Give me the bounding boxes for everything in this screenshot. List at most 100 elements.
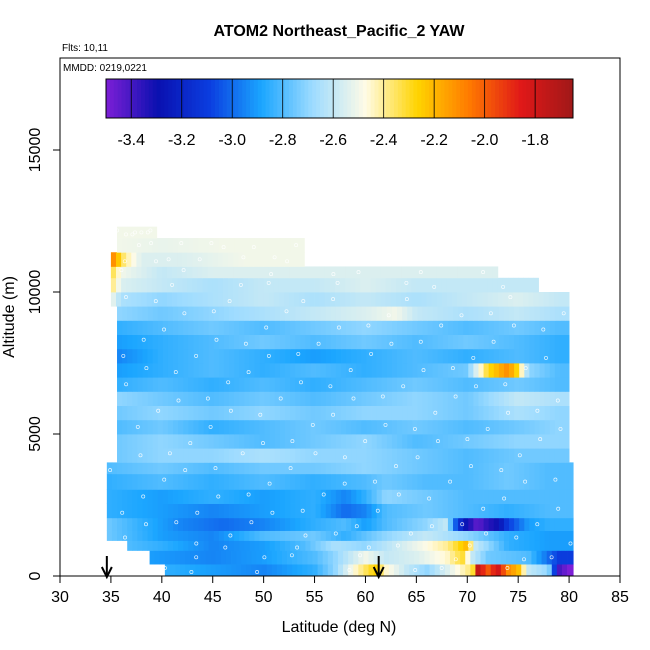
sample-marker <box>555 398 560 403</box>
heatmap-cell <box>182 266 188 279</box>
heatmap-cell <box>427 419 434 435</box>
heatmap-cell <box>503 473 510 490</box>
heatmap-cell <box>518 292 524 307</box>
sample-marker <box>124 232 128 237</box>
heatmap-cell <box>212 266 219 279</box>
heatmap-cell <box>190 564 196 577</box>
heatmap-cell <box>254 448 260 463</box>
heatmap-cell <box>524 517 530 531</box>
heatmap-cell <box>468 448 474 463</box>
colorbar-segment <box>144 79 150 118</box>
heatmap-cell <box>356 320 362 335</box>
heatmap-cell <box>544 419 551 435</box>
heatmap-cell <box>202 277 209 293</box>
sample-marker <box>295 545 300 550</box>
heatmap-cell <box>432 377 439 392</box>
colorbar-segment <box>312 79 317 118</box>
sample-marker <box>439 566 444 570</box>
heatmap-cell <box>437 306 444 321</box>
colorbar-segment <box>534 79 539 118</box>
heatmap-cell <box>285 391 291 406</box>
sample-marker <box>412 426 417 431</box>
sample-marker <box>465 437 470 442</box>
heatmap-cell <box>401 266 407 279</box>
heatmap-cell <box>544 320 551 335</box>
colorbar-segment <box>199 79 204 118</box>
x-tick-label: 30 <box>51 589 69 606</box>
heatmap-cell <box>376 473 383 490</box>
heatmap-cell <box>285 348 291 364</box>
heatmap-cell <box>539 320 546 335</box>
heatmap-cell <box>514 348 520 364</box>
heatmap-cell <box>498 503 505 519</box>
heatmap-cell <box>218 462 225 475</box>
heatmap-cell <box>117 320 123 335</box>
heatmap-cell <box>166 252 173 267</box>
heatmap-cell <box>483 334 490 350</box>
heatmap-cell <box>335 306 342 321</box>
heatmap-cell <box>203 320 210 335</box>
heatmap-cell <box>559 377 566 392</box>
heatmap-cell <box>473 419 479 435</box>
heatmap-cell <box>162 517 169 531</box>
heatmap-cell <box>263 292 270 307</box>
heatmap-cell <box>239 530 245 541</box>
heatmap-cell <box>147 473 154 490</box>
heatmap-cell <box>397 306 403 321</box>
heatmap-cell <box>310 377 316 392</box>
y-tick-label: 15000 <box>27 128 44 173</box>
heatmap-cell <box>519 377 525 392</box>
colorbar-segment <box>176 79 181 118</box>
heatmap-cell <box>351 517 357 531</box>
heatmap-cell <box>376 434 383 449</box>
heatmap-cell <box>341 489 347 504</box>
heatmap-cell <box>264 377 271 392</box>
sample-marker <box>418 339 423 344</box>
heatmap-cell <box>485 564 492 577</box>
sample-marker <box>149 241 154 246</box>
heatmap-cell <box>531 550 537 565</box>
heatmap-cell <box>315 517 322 531</box>
heatmap-cell <box>279 419 286 435</box>
heatmap-cell <box>183 530 189 541</box>
altitude-band <box>110 277 539 293</box>
heatmap-cell <box>254 238 260 253</box>
heatmap-cell <box>376 540 383 551</box>
heatmap-cell <box>259 320 266 335</box>
heatmap-cell <box>503 503 510 519</box>
heatmap-cell <box>173 391 179 406</box>
heatmap-cell <box>156 266 163 279</box>
heatmap-cell <box>132 363 138 378</box>
heatmap-cell <box>447 434 454 449</box>
heatmap-cell <box>203 405 210 421</box>
heatmap-cell <box>483 405 490 421</box>
heatmap-cell <box>417 448 423 463</box>
heatmap-cell <box>483 473 490 490</box>
heatmap-cell <box>412 334 418 350</box>
heatmap-cell <box>132 503 138 519</box>
heatmap-cell <box>300 473 306 490</box>
heatmap-cell <box>127 434 133 449</box>
colorbar-segment <box>277 79 282 118</box>
heatmap-cell <box>554 448 561 463</box>
heatmap-cell <box>244 517 250 531</box>
heatmap-cell <box>509 306 515 321</box>
heatmap-cell <box>368 550 374 565</box>
heatmap-cell <box>381 320 388 335</box>
heatmap-cell <box>498 489 505 504</box>
heatmap-cell <box>534 462 540 475</box>
heatmap-cell <box>248 252 254 267</box>
heatmap-cell <box>259 448 266 463</box>
heatmap-cell <box>529 530 535 541</box>
heatmap-cell <box>514 503 520 519</box>
altitude-band <box>117 320 570 335</box>
heatmap-cell <box>361 473 367 490</box>
heatmap-cell <box>198 448 204 463</box>
heatmap-cell <box>157 306 164 321</box>
heatmap-cell <box>231 564 237 577</box>
heatmap-cell <box>376 306 383 321</box>
heatmap-cell <box>534 503 540 519</box>
heatmap-cell <box>259 530 266 541</box>
colorbar-segment <box>417 79 422 118</box>
heatmap-cell <box>366 434 372 449</box>
